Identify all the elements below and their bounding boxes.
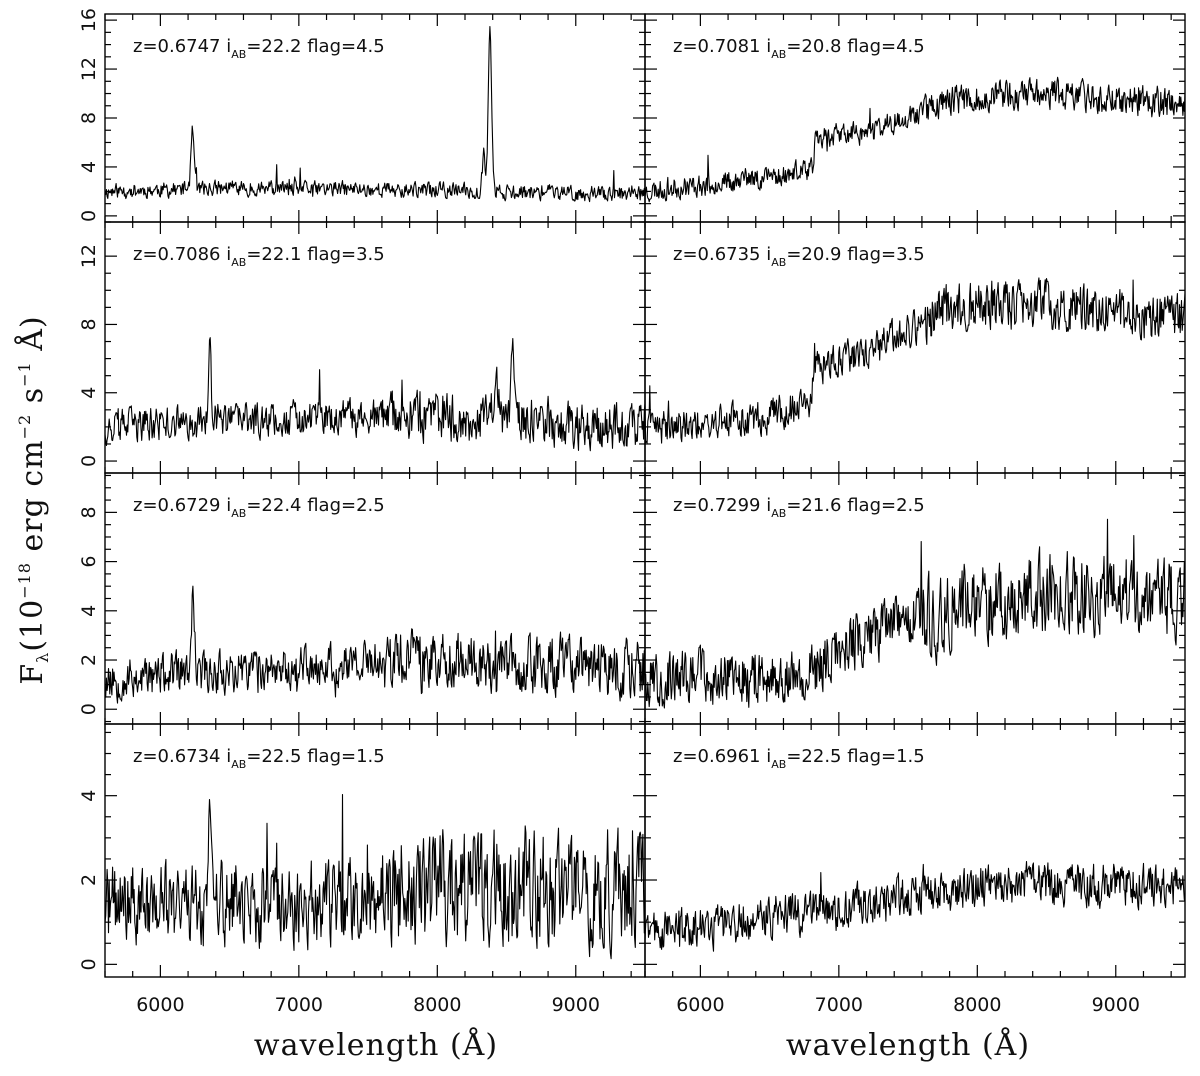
- x-tick-label: 9000: [552, 994, 600, 1016]
- spectrum-line: [645, 277, 1185, 444]
- x-tick-label: 7000: [275, 994, 323, 1016]
- panel-frame: [644, 723, 1186, 978]
- spectrum-panel: z=0.7081 iAB=20.8 flag=4.5: [644, 13, 1186, 223]
- x-tick-label: 6000: [676, 994, 724, 1016]
- y-tick-label: 2: [78, 874, 100, 886]
- panel-annotation: z=0.6747 iAB=22.2 flag=4.5: [133, 36, 385, 61]
- spectrum-panel: z=0.7299 iAB=21.6 flag=2.5: [644, 472, 1186, 725]
- panel-annotation: z=0.6729 iAB=22.4 flag=2.5: [133, 495, 385, 520]
- y-tick-label: 4: [78, 387, 100, 399]
- spectrum-line: [645, 76, 1185, 203]
- y-tick-label: 8: [78, 506, 100, 518]
- spectrum-panel: z=0.6961 iAB=22.5 flag=1.5: [644, 723, 1186, 978]
- y-tick-label: 12: [78, 244, 100, 268]
- panel-annotation: z=0.7299 iAB=21.6 flag=2.5: [673, 495, 925, 520]
- x-tick-label: 8000: [953, 994, 1001, 1016]
- x-axis-title-left: wavelength (Å): [254, 1027, 498, 1063]
- x-tick-label: 6000: [136, 994, 184, 1016]
- panel-annotation: z=0.7086 iAB=22.1 flag=3.5: [133, 244, 385, 269]
- y-tick-label: 0: [78, 958, 100, 970]
- spectrum-line: [105, 26, 645, 203]
- y-tick-label: 16: [78, 8, 100, 32]
- spectrum-panel: z=0.6735 iAB=20.9 flag=3.5: [644, 221, 1186, 474]
- x-axis-title-right: wavelength (Å): [786, 1027, 1030, 1063]
- spectrum-panel: 0 4 8 12 16 z=0.6747 iAB=22.2 flag=4.5: [78, 8, 646, 223]
- spectrum-panel: 0 2 4 6 8 z=0.6729 iAB=22.4 flag=2.5: [78, 472, 646, 725]
- y-tick-label: 12: [78, 57, 100, 81]
- y-tick-label: 8: [78, 112, 100, 124]
- panel-annotation: z=0.6734 iAB=22.5 flag=1.5: [133, 746, 385, 771]
- x-tick-label: 8000: [413, 994, 461, 1016]
- panel-annotation: z=0.6961 iAB=22.5 flag=1.5: [673, 746, 925, 771]
- y-tick-label: 4: [78, 161, 100, 173]
- y-tick-label: 6: [78, 556, 100, 568]
- spectrum-line: [105, 585, 645, 704]
- spectrum-line: [105, 337, 645, 452]
- spectrum-panel: 0 2 4 z=0.6734 iAB=22.5 flag=1.5: [78, 723, 646, 978]
- y-tick-label: 8: [78, 318, 100, 330]
- spectrum-panel: 0 4 8 12 z=0.7086 iAB=22.1 flag=3.5: [78, 221, 646, 474]
- spectrum-line: [645, 860, 1185, 952]
- x-tick-label: 7000: [815, 994, 863, 1016]
- spectrum-line: [645, 518, 1185, 709]
- x-tick-label: 9000: [1092, 994, 1140, 1016]
- y-tick-label: 2: [78, 654, 100, 666]
- panel-annotation: z=0.7081 iAB=20.8 flag=4.5: [673, 36, 925, 61]
- panel-annotation: z=0.6735 iAB=20.9 flag=3.5: [673, 244, 925, 269]
- y-axis-title: Fλ(10−18 erg cm−2 s−1 Å): [14, 315, 52, 684]
- y-tick-label: 4: [78, 605, 100, 617]
- panels-layer: 0 4 8 12 16 z=0.6747 iAB=22.2 flag=4.5 z=0.708…: [78, 8, 1186, 978]
- y-tick-label: 0: [78, 703, 100, 715]
- y-tick-label: 4: [78, 790, 100, 802]
- y-tick-label: 0: [78, 210, 100, 222]
- y-tick-label: 0: [78, 455, 100, 467]
- x-tick-labels: 6000 7000 8000 9000 6000 7000 8000 9000: [136, 994, 1140, 1016]
- spectrum-line: [105, 793, 645, 960]
